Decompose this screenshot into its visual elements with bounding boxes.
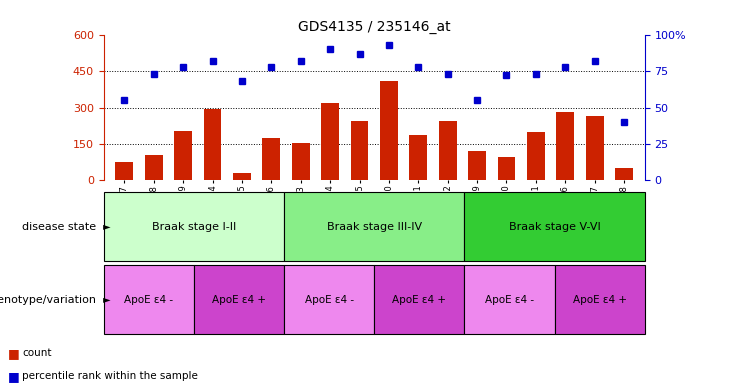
Bar: [145, 155, 162, 180]
Bar: [284, 192, 465, 261]
Bar: [554, 265, 645, 334]
Bar: [380, 81, 398, 180]
Bar: [556, 113, 574, 180]
Text: ►: ►: [100, 222, 110, 232]
Bar: [586, 116, 603, 180]
Text: percentile rank within the sample: percentile rank within the sample: [22, 371, 198, 381]
Text: ApoE ε4 +: ApoE ε4 +: [573, 295, 627, 305]
Bar: [292, 143, 310, 180]
Bar: [262, 138, 280, 180]
Bar: [498, 157, 515, 180]
Bar: [322, 103, 339, 180]
Bar: [615, 168, 633, 180]
Bar: [104, 192, 284, 261]
Bar: [468, 151, 486, 180]
Bar: [204, 109, 222, 180]
Bar: [439, 121, 456, 180]
Bar: [465, 265, 554, 334]
Text: ApoE ε4 -: ApoE ε4 -: [305, 295, 353, 305]
Text: ■: ■: [7, 347, 19, 360]
Text: ApoE ε4 +: ApoE ε4 +: [392, 295, 446, 305]
Text: ApoE ε4 -: ApoE ε4 -: [124, 295, 173, 305]
Bar: [116, 162, 133, 180]
Title: GDS4135 / 235146_at: GDS4135 / 235146_at: [298, 20, 451, 33]
Text: Braak stage I-II: Braak stage I-II: [152, 222, 236, 232]
Bar: [174, 131, 192, 180]
Bar: [284, 265, 374, 334]
Bar: [374, 265, 465, 334]
Bar: [410, 136, 427, 180]
Bar: [465, 192, 645, 261]
Text: ApoE ε4 +: ApoE ε4 +: [212, 295, 266, 305]
Bar: [194, 265, 284, 334]
Text: count: count: [22, 348, 52, 358]
Bar: [527, 132, 545, 180]
Bar: [233, 173, 250, 180]
Text: Braak stage V-VI: Braak stage V-VI: [508, 222, 600, 232]
Text: genotype/variation: genotype/variation: [0, 295, 96, 305]
Bar: [104, 265, 194, 334]
Text: ►: ►: [100, 295, 110, 305]
Text: ApoE ε4 -: ApoE ε4 -: [485, 295, 534, 305]
Bar: [350, 121, 368, 180]
Text: Braak stage III-IV: Braak stage III-IV: [327, 222, 422, 232]
Text: disease state: disease state: [22, 222, 96, 232]
Text: ■: ■: [7, 370, 19, 383]
